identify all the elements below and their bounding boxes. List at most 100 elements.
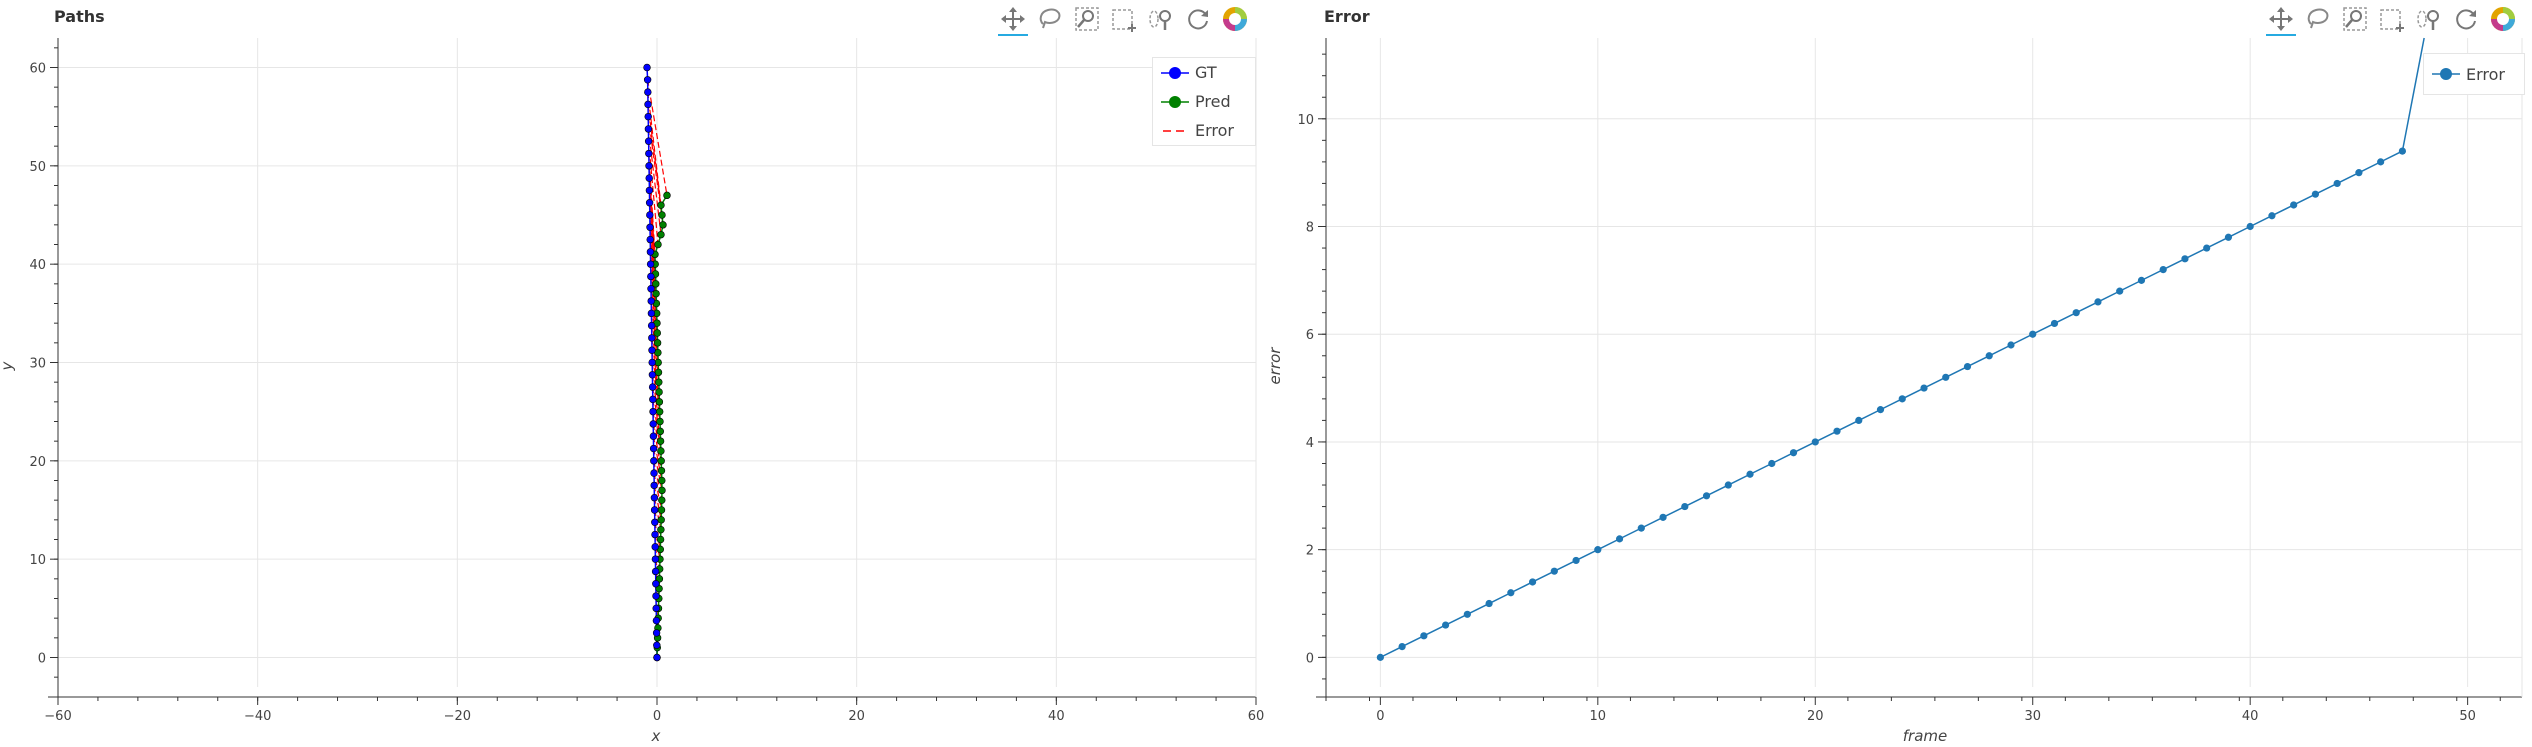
gt-point xyxy=(646,211,654,219)
error-point xyxy=(1550,567,1558,575)
paths-y-axis-label: y xyxy=(0,360,16,371)
error-point xyxy=(1507,589,1515,597)
gt-point xyxy=(645,149,653,158)
error-point xyxy=(1485,599,1493,608)
error-connector xyxy=(653,448,663,491)
pred-point xyxy=(655,575,664,583)
gt-point xyxy=(652,580,660,588)
error-point xyxy=(1724,481,1732,489)
error-point xyxy=(1920,384,1928,392)
pred-point xyxy=(652,289,660,298)
bokeh-logo-icon[interactable] xyxy=(1220,4,1250,34)
error-point xyxy=(1442,621,1450,629)
error-point xyxy=(2094,298,2102,306)
wheel-zoom-icon[interactable] xyxy=(2414,4,2444,34)
pred-point xyxy=(659,221,667,229)
legend-error-label: Error xyxy=(1195,121,1234,140)
gt-point xyxy=(645,162,653,170)
gt-point xyxy=(648,383,657,391)
gt-point xyxy=(647,272,655,281)
bokeh-logo-icon[interactable] xyxy=(2488,4,2518,34)
pred-point xyxy=(652,280,660,288)
gt-point xyxy=(649,420,657,428)
paths-y-tick-label: 60 xyxy=(29,62,46,77)
gt-point xyxy=(648,371,657,379)
paths-y-tick-label: 40 xyxy=(29,258,46,273)
gt-point xyxy=(650,469,658,477)
gt-point xyxy=(647,297,655,305)
box-select-icon[interactable] xyxy=(2377,4,2407,34)
gt-point xyxy=(651,518,659,526)
error-line xyxy=(1380,37,2425,659)
pred-point xyxy=(658,211,666,219)
paths-plot[interactable]: −60 −40 −20 0 20 40 60 0 10 20 30 40 50 60 x y xyxy=(0,0,1266,747)
gt-point xyxy=(650,457,658,465)
error-point xyxy=(1572,556,1580,565)
lasso-select-icon[interactable] xyxy=(2303,4,2333,34)
reset-icon[interactable] xyxy=(2451,4,2481,34)
paths-toolbar xyxy=(998,2,1257,36)
gt-point xyxy=(651,555,660,563)
error-plot[interactable]: 0 10 20 30 40 50 0 2 4 6 8 10 frame error xyxy=(1266,0,2532,747)
box-select-icon[interactable] xyxy=(1109,4,1139,34)
gt-point xyxy=(652,592,660,600)
error-x-tick-label: 50 xyxy=(2459,709,2476,724)
gt-point xyxy=(644,88,652,96)
error-point xyxy=(1746,470,1754,478)
error-point xyxy=(1963,362,1972,371)
pred-point xyxy=(657,201,665,209)
paths-x-tick-label: −20 xyxy=(444,709,471,724)
error-y-tick-label: 0 xyxy=(1306,651,1314,666)
box-zoom-icon[interactable] xyxy=(2340,4,2370,34)
reset-icon[interactable] xyxy=(1183,4,1213,34)
error-point xyxy=(1789,449,1798,457)
paths-y-tick-label: 20 xyxy=(29,455,46,470)
box-zoom-icon[interactable] xyxy=(1072,4,1102,34)
legend-frame-error-label: Error xyxy=(2466,64,2505,84)
pan-icon[interactable] xyxy=(2266,4,2296,36)
legend-frame-error-glyph xyxy=(2432,68,2460,80)
pred-point xyxy=(655,378,663,386)
paths-x-tick-label: 40 xyxy=(1048,709,1065,724)
legend-item-gt: GT xyxy=(1153,58,1255,87)
gt-point xyxy=(646,248,655,256)
pan-icon[interactable] xyxy=(998,4,1028,36)
gt-point xyxy=(644,112,652,121)
pred-point xyxy=(663,191,671,200)
gt-point xyxy=(646,235,654,244)
legend-error-glyph xyxy=(1163,129,1187,132)
paths-x-axis-label: x xyxy=(651,727,661,745)
error-toolbar xyxy=(2266,2,2525,36)
error-point xyxy=(2029,330,2037,338)
legend-item-error: Error xyxy=(1153,116,1255,145)
pred-point xyxy=(656,427,664,436)
error-point xyxy=(2137,276,2146,284)
wheel-zoom-icon[interactable] xyxy=(1146,4,1176,34)
error-point xyxy=(1898,395,1906,403)
legend-gt-glyph xyxy=(1161,66,1189,79)
error-y-tick-label: 4 xyxy=(1306,436,1314,451)
error-point xyxy=(2050,319,2059,328)
error-connector xyxy=(653,473,663,511)
error-point xyxy=(1528,578,1537,586)
gt-point xyxy=(644,137,653,145)
pred-point xyxy=(655,407,664,416)
error-point xyxy=(1942,373,1950,381)
pred-point xyxy=(654,368,663,377)
lasso-select-icon[interactable] xyxy=(1035,4,1065,34)
gt-point xyxy=(645,199,654,207)
gt-point xyxy=(648,358,656,367)
paths-x-tick-label: −60 xyxy=(44,709,71,724)
error-connector xyxy=(653,497,662,530)
pred-point xyxy=(657,457,665,465)
error-x-tick-label: 20 xyxy=(1807,709,1824,724)
pred-point xyxy=(658,476,666,485)
error-point xyxy=(2398,147,2406,155)
pred-point xyxy=(657,506,666,514)
gt-point xyxy=(653,653,661,662)
paths-x-tick-label: 60 xyxy=(1248,709,1265,724)
error-point xyxy=(2268,212,2276,220)
error-title: Error xyxy=(1324,7,1370,26)
error-y-tick-label: 10 xyxy=(1297,113,1314,128)
gt-point xyxy=(644,100,652,109)
